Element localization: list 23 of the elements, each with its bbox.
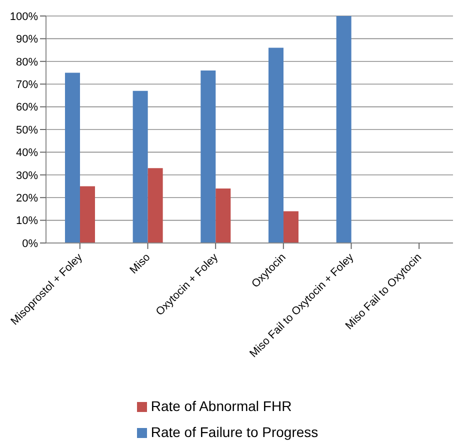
y-tick-label: 100% xyxy=(10,10,38,23)
legend-label: Rate of Abnormal FHR xyxy=(150,398,292,414)
y-tick-label: 50% xyxy=(16,124,38,136)
bar xyxy=(80,186,95,243)
y-tick-label: 60% xyxy=(16,102,38,114)
y-tick-label: 90% xyxy=(16,34,38,46)
y-tick-label: 0% xyxy=(22,238,38,250)
y-tick-label: 70% xyxy=(16,79,38,92)
bar xyxy=(132,90,148,243)
y-tick-label: 80% xyxy=(16,56,38,68)
bar xyxy=(216,188,231,243)
bar xyxy=(64,72,80,243)
y-tick-label: 30% xyxy=(16,170,38,182)
bar xyxy=(148,168,163,243)
bar xyxy=(268,48,284,243)
bar xyxy=(283,211,298,243)
x-tick-label: Miso xyxy=(128,251,153,276)
legend-label: Rate of Failure to Progress xyxy=(150,424,318,440)
y-tick-label: 40% xyxy=(16,147,38,160)
bar xyxy=(336,16,352,243)
y-tick-label: 10% xyxy=(16,215,38,228)
y-tick-label: 20% xyxy=(16,192,38,205)
bar xyxy=(200,70,216,243)
